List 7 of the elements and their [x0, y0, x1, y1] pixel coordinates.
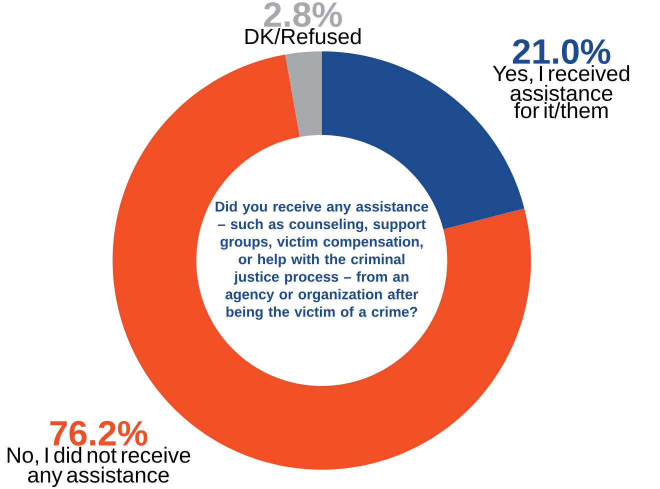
data-label: 76.2% — [50, 420, 148, 446]
slice-label: Yes, I received assistance for it/them — [492, 64, 630, 118]
text: Did you receive any assistance – such as counseling, support groups, victim compensation, or help with the criminal justice process – from an agency or organization after being the victim of a crime? — [216, 201, 428, 320]
slice-label: No, I did not receive any assistance — [8, 446, 190, 487]
slice-label: DK/Refused — [246, 28, 361, 44]
data-label: 21.0% — [512, 39, 610, 64]
data-label: 2.8% — [264, 2, 342, 27]
